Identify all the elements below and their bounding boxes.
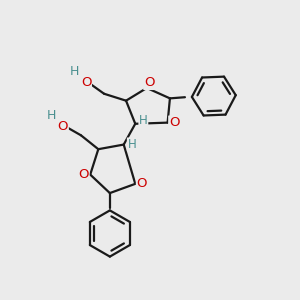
Text: H: H — [128, 138, 136, 151]
Text: O: O — [79, 168, 89, 181]
Text: O: O — [169, 116, 179, 129]
Text: H: H — [46, 109, 56, 122]
Text: H: H — [139, 114, 148, 127]
Text: O: O — [136, 177, 147, 190]
Text: O: O — [144, 76, 154, 89]
Text: H: H — [69, 65, 79, 78]
Text: O: O — [81, 76, 91, 89]
Text: O: O — [58, 120, 68, 133]
